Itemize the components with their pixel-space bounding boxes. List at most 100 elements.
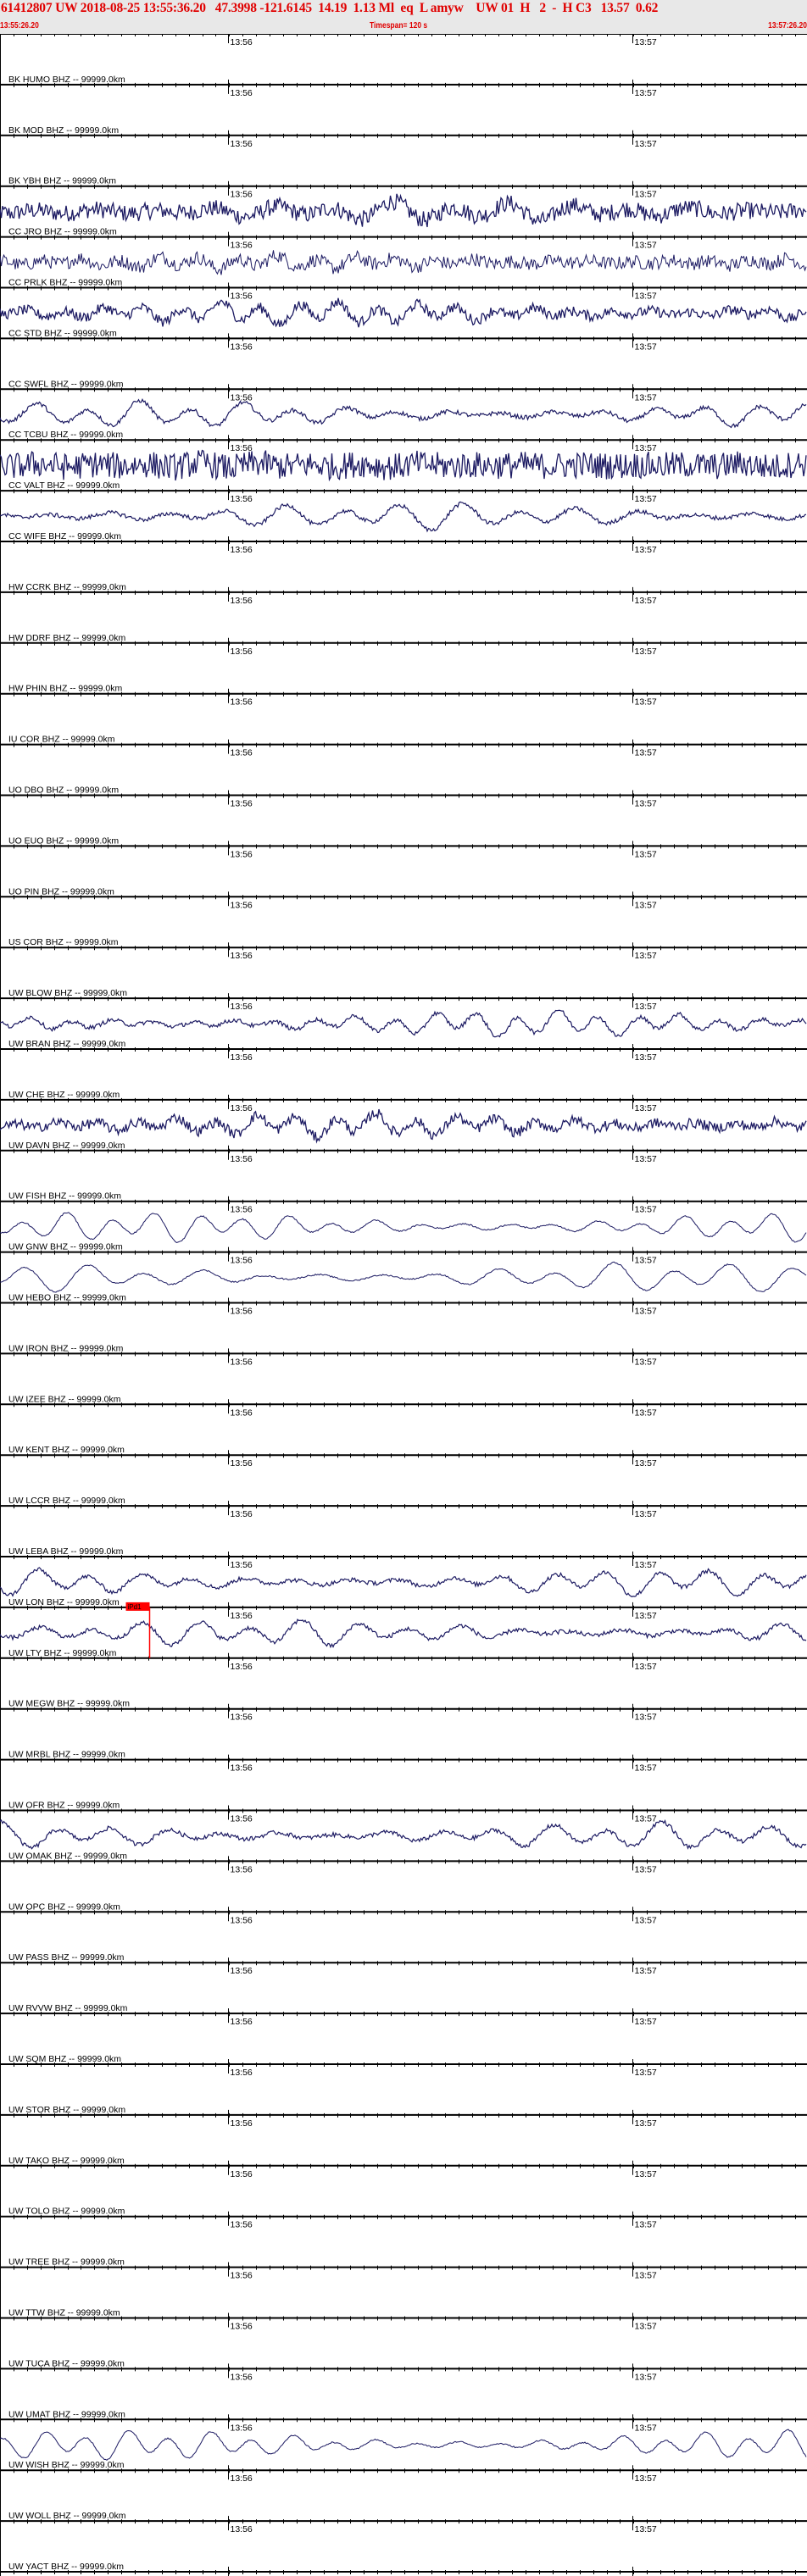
time-axis: 13:56 13:57 xyxy=(0,333,807,352)
minute-label: 13:57 xyxy=(635,1002,657,1012)
channel-panel: UW WISH BHZ -- 99999.0km xyxy=(0,2429,807,2470)
time-axis: 13:56 13:57 xyxy=(0,1805,807,1824)
minute-label: 13:57 xyxy=(635,647,657,657)
minute-label: 13:57 xyxy=(635,697,657,708)
channel-panel: UW WOLL BHZ -- 99999.0km xyxy=(8,2511,126,2521)
minute-label: 13:57 xyxy=(635,190,657,200)
waveform-trace xyxy=(0,449,807,482)
time-axis: 13:56 13:57 xyxy=(0,1450,807,1468)
channel-panel: IU COR BHZ -- 99999.0km xyxy=(8,735,115,745)
minute-label: 13:56 xyxy=(231,799,253,809)
time-axis: 13:56 13:57 xyxy=(0,993,807,1012)
channel-label: UW RVVW BHZ -- 99999.0km xyxy=(8,2003,128,2013)
channel-label: CC TCBU BHZ -- 99999.0km xyxy=(8,430,123,440)
channel-label: UW BLOW BHZ -- 99999.0km xyxy=(8,988,127,998)
time-axis: 13:56 13:57 xyxy=(0,2008,807,2027)
minute-label: 13:57 xyxy=(635,494,657,504)
channel-panel: CC STD BHZ -- 99999.0km xyxy=(0,297,807,338)
channel-panel: UW RVVW BHZ -- 99999.0km xyxy=(8,2003,128,2013)
minute-label: 13:57 xyxy=(635,799,657,809)
channel-label: UW TREE BHZ -- 99999.0km xyxy=(8,2257,125,2268)
time-axis: 13:56 13:57 xyxy=(0,586,807,606)
channel-label: UW GNW BHZ -- 99999.0km xyxy=(8,1242,123,1252)
minute-label: 13:57 xyxy=(635,545,657,555)
minute-label: 13:57 xyxy=(635,1154,657,1164)
minute-label: 13:56 xyxy=(231,1763,253,1774)
waveform-trace xyxy=(0,1108,807,1144)
channel-label: BK HUMO BHZ -- 99999.0km xyxy=(8,75,125,85)
channel-label: HW DDRF BHZ -- 99999.0km xyxy=(8,633,126,643)
minute-label: 13:56 xyxy=(231,341,253,352)
time-axis: 13:56 13:57 xyxy=(0,2465,807,2484)
minute-label: 13:56 xyxy=(231,2372,253,2382)
minute-label: 13:56 xyxy=(231,1052,253,1063)
channel-label: UW FISH BHZ -- 99999.0km xyxy=(8,1191,121,1202)
channel-panel: CC VALT BHZ -- 99999.0km xyxy=(0,449,807,491)
channel-label: US COR BHZ -- 99999.0km xyxy=(8,937,119,947)
minute-label: 13:56 xyxy=(231,88,253,98)
waveform-trace xyxy=(0,1212,807,1243)
minute-label: 13:57 xyxy=(635,241,657,251)
channel-panel: UW HEBO BHZ -- 99999.0km xyxy=(0,1261,807,1303)
channel-label: UW PASS BHZ -- 99999.0km xyxy=(8,1952,125,1963)
minute-label: 13:57 xyxy=(635,900,657,910)
channel-label: HW PHIN BHZ -- 99999.0km xyxy=(8,684,122,694)
time-axis: 13:56 13:57 xyxy=(0,637,807,657)
minute-label: 13:56 xyxy=(231,545,253,555)
time-axis: 13:56 13:57 xyxy=(0,2160,807,2179)
channel-panel: UW TREE BHZ -- 99999.0km xyxy=(8,2257,125,2268)
channel-panel: US COR BHZ -- 99999.0km xyxy=(8,937,119,947)
minute-label: 13:56 xyxy=(231,2169,253,2179)
channel-label: UW LCCR BHZ -- 99999.0km xyxy=(8,1496,125,1506)
minute-label: 13:57 xyxy=(635,1205,657,1215)
minute-label: 13:56 xyxy=(231,494,253,504)
minute-label: 13:56 xyxy=(231,1966,253,1976)
channel-panel: HW DDRF BHZ -- 99999.0km xyxy=(8,633,126,643)
channel-label: UW MEGW BHZ -- 99999.0km xyxy=(8,1699,130,1709)
channel-panel: HW PHIN BHZ -- 99999.0km xyxy=(8,684,122,694)
time-axis: 13:56 13:57 xyxy=(0,1552,807,1570)
time-axis: 13:56 13:57 xyxy=(0,231,807,251)
channel-panel: UW DAVN BHZ -- 99999.0km xyxy=(0,1108,807,1151)
time-axis: 13:56 13:57 xyxy=(0,2262,807,2281)
channel-label: CC WIFE BHZ -- 99999.0km xyxy=(8,531,121,541)
time-axis: 13:56 13:57 xyxy=(0,1297,807,1317)
channel-panel: UO PIN BHZ -- 99999.0km xyxy=(8,886,114,897)
channel-panel: UW PASS BHZ -- 99999.0km xyxy=(8,1952,125,1963)
minute-label: 13:57 xyxy=(635,1458,657,1468)
minute-label: 13:57 xyxy=(635,2322,657,2332)
channel-panel: UW LEBA BHZ -- 99999.0km xyxy=(8,1546,124,1557)
minute-label: 13:57 xyxy=(635,2118,657,2129)
minute-label: 13:56 xyxy=(231,849,253,859)
pick-label-box[interactable] xyxy=(125,1602,150,1611)
minute-label: 13:57 xyxy=(635,2524,657,2534)
minute-label: 13:56 xyxy=(231,1103,253,1113)
channel-label: UO EUO BHZ -- 99999.0km xyxy=(8,836,119,846)
minute-label: 13:56 xyxy=(231,139,253,149)
time-axis: 13:56 13:57 xyxy=(0,79,807,98)
minute-label: 13:57 xyxy=(635,1052,657,1063)
minute-label: 13:56 xyxy=(231,2118,253,2129)
minute-label: 13:56 xyxy=(231,2473,253,2484)
minute-label: 13:56 xyxy=(231,1256,253,1266)
time-axis: 13:56 13:57 xyxy=(0,891,807,910)
channel-panel: UW SQM BHZ -- 99999.0km xyxy=(8,2054,121,2064)
minute-label: 13:57 xyxy=(635,291,657,302)
pick-label: iPd1 xyxy=(128,1603,142,1611)
waveform-trace xyxy=(0,2429,807,2461)
time-axis: 13:56 13:57 xyxy=(0,1145,807,1164)
time-axis: 13:56 13:57 xyxy=(0,1907,807,1925)
minute-label: 13:56 xyxy=(231,1662,253,1672)
channel-label: UW LTY BHZ -- 99999.0km xyxy=(8,1648,117,1658)
channel-panel: UW OMAK BHZ -- 99999.0km xyxy=(0,1818,807,1861)
minute-label: 13:57 xyxy=(635,1509,657,1519)
minute-label: 13:56 xyxy=(231,647,253,657)
phase-pick[interactable]: iPd1 xyxy=(125,1602,151,1658)
channel-label: UW IZEE BHZ -- 99999.0km xyxy=(8,1394,121,1404)
minute-label: 13:56 xyxy=(231,1357,253,1367)
channel-panel: CC TCBU BHZ -- 99999.0km xyxy=(0,398,807,440)
channel-label: UW SQM BHZ -- 99999.0km xyxy=(8,2054,121,2064)
minute-label: 13:57 xyxy=(635,1713,657,1723)
waveform-trace xyxy=(0,1818,807,1850)
channel-panel: UW TAKO BHZ -- 99999.0km xyxy=(8,2156,125,2166)
